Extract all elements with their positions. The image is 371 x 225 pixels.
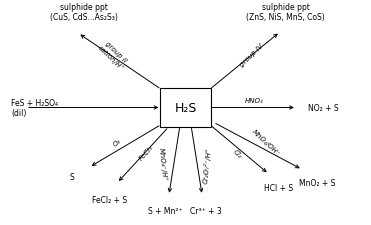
Text: MnO₂/OH⁻: MnO₂/OH⁻ [251, 128, 282, 156]
Text: S + Mn²⁺: S + Mn²⁺ [148, 206, 183, 215]
Text: MnO₄⁻/H⁺: MnO₄⁻/H⁺ [157, 147, 168, 181]
Text: S: S [70, 172, 75, 181]
Text: sulphide ppt
(CuS, CdS...As₂S₃): sulphide ppt (CuS, CdS...As₂S₃) [50, 3, 117, 22]
FancyBboxPatch shape [160, 89, 211, 127]
Text: Cl₂: Cl₂ [232, 147, 243, 159]
Text: sulphide ppt
(ZnS, NiS, MnS, CoS): sulphide ppt (ZnS, NiS, MnS, CoS) [246, 3, 325, 22]
Text: FeCl₃: FeCl₃ [138, 143, 155, 160]
Text: H₂S: H₂S [174, 101, 197, 115]
Text: FeCl₂ + S: FeCl₂ + S [92, 195, 127, 204]
Text: NO₂ + S: NO₂ + S [308, 104, 339, 112]
Text: FeS + H₂SO₄
(dil): FeS + H₂SO₄ (dil) [11, 98, 58, 118]
Text: group IV: group IV [239, 43, 264, 68]
Text: HNO₃: HNO₃ [245, 97, 263, 103]
Text: MnO₂ + S: MnO₂ + S [299, 178, 335, 187]
Text: HCl + S: HCl + S [264, 183, 293, 192]
Text: O₂: O₂ [112, 137, 122, 147]
Text: Cr³⁺ + 3: Cr³⁺ + 3 [190, 206, 222, 215]
Text: group II
cation/H⁺: group II cation/H⁺ [96, 39, 130, 72]
Text: Cr₂O₇²⁻/H⁺: Cr₂O₇²⁻/H⁺ [201, 146, 213, 183]
